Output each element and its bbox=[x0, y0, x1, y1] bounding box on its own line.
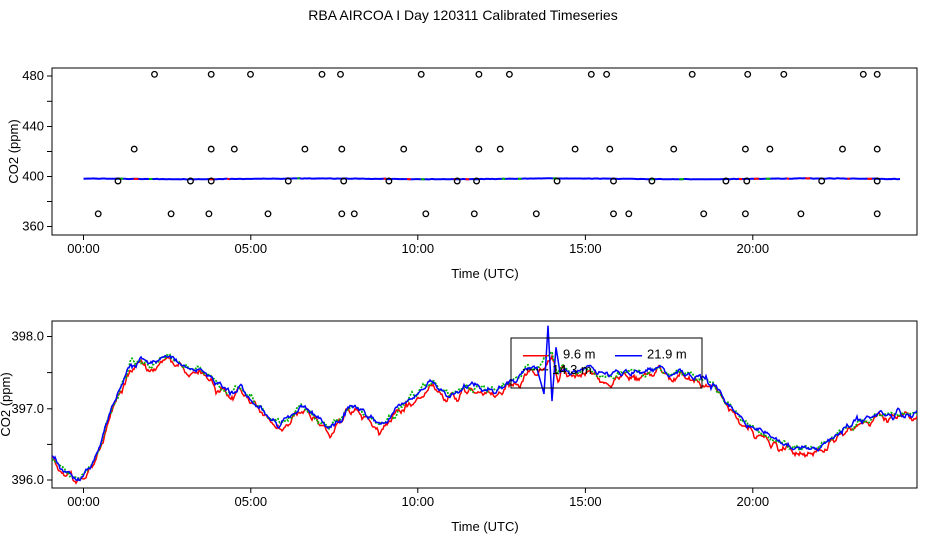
svg-text:396.0: 396.0 bbox=[11, 472, 44, 487]
svg-text:CO2 (ppm): CO2 (ppm) bbox=[6, 119, 21, 183]
svg-text:20:00: 20:00 bbox=[737, 241, 770, 256]
svg-text:480: 480 bbox=[22, 68, 44, 83]
svg-text:Time (UTC): Time (UTC) bbox=[451, 266, 518, 281]
svg-text:05:00: 05:00 bbox=[235, 494, 268, 509]
svg-text:10:00: 10:00 bbox=[402, 494, 435, 509]
svg-text:CO2 (ppm): CO2 (ppm) bbox=[0, 372, 13, 436]
svg-text:20:00: 20:00 bbox=[737, 494, 770, 509]
svg-text:00:00: 00:00 bbox=[67, 494, 100, 509]
svg-text:400: 400 bbox=[22, 169, 44, 184]
svg-text:440: 440 bbox=[22, 119, 44, 134]
svg-text:15:00: 15:00 bbox=[569, 241, 602, 256]
svg-text:10:00: 10:00 bbox=[402, 241, 435, 256]
svg-text:9.6 m: 9.6 m bbox=[563, 346, 596, 361]
svg-text:14.3 m: 14.3 m bbox=[552, 362, 592, 377]
svg-text:RBA AIRCOA I Day 120311 Cali: RBA AIRCOA I Day 120311 Calibrated Times… bbox=[308, 7, 617, 23]
svg-text:21.9 m: 21.9 m bbox=[647, 346, 687, 361]
svg-text:398.0: 398.0 bbox=[11, 329, 44, 344]
svg-text:00:00: 00:00 bbox=[67, 241, 100, 256]
svg-text:397.0: 397.0 bbox=[11, 401, 44, 416]
svg-text:15:00: 15:00 bbox=[569, 494, 602, 509]
svg-text:360: 360 bbox=[22, 219, 44, 234]
svg-text:05:00: 05:00 bbox=[235, 241, 268, 256]
svg-text:Time (UTC): Time (UTC) bbox=[451, 519, 518, 534]
